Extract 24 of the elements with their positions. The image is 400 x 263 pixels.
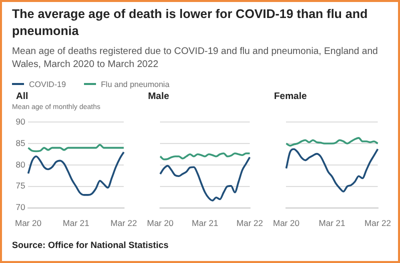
x-tick-label: Mar 21 [192, 218, 218, 228]
source-note: Source: Office for National Statistics [12, 240, 170, 250]
x-tick-label: Mar 22 [364, 218, 392, 228]
y-tick-label: 70 [16, 202, 26, 212]
x-tick-label: Mar 22 [236, 218, 264, 228]
line-series [27, 144, 125, 152]
chart-title: Female [273, 91, 308, 104]
line-series [27, 151, 125, 196]
y-tick-label: 75 [16, 180, 26, 191]
chart-title: All [15, 91, 30, 104]
y-tick-label: 85 [16, 138, 26, 148]
chart-title: Male [147, 91, 170, 104]
x-tick-label: Mar 21 [62, 218, 90, 228]
y-tick-label: 80 [16, 159, 26, 170]
x-tick-label: Mar 22 [110, 218, 138, 228]
x-tick-label: Mar 20 [14, 218, 42, 228]
legend-label: COVID-19 [29, 80, 66, 88]
text: The average age of death is lower for COVID-19 than flu and pneumonia [12, 6, 369, 40]
text: Mean age of deaths registered due to COVID-19 and flu and pneumonia, England and Wales, March 2020 to March 2022 [12, 45, 379, 71]
x-tick-label: Mar 20 [272, 218, 300, 228]
y-tick-label: 90 [16, 116, 26, 126]
legend-label: Flu and pneumonia [100, 80, 170, 88]
x-tick-label: Mar 20 [146, 218, 174, 228]
x-tick-label: Mar 21 [318, 218, 346, 228]
